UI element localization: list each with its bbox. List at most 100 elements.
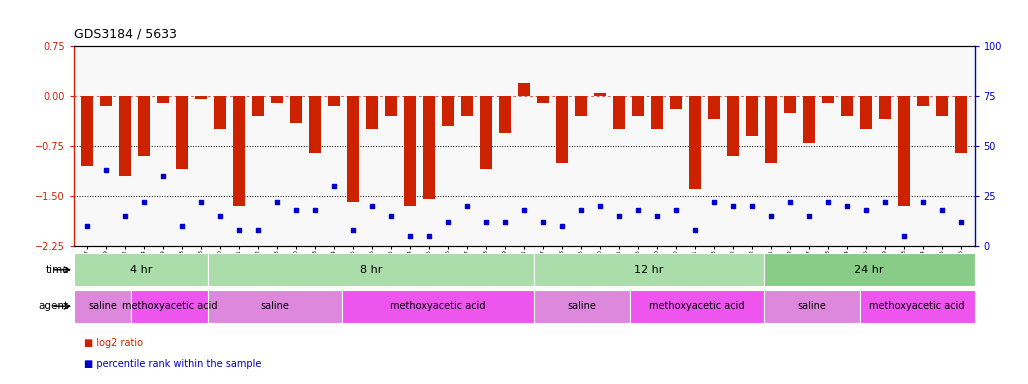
Point — [174, 223, 190, 229]
Bar — [424, 96, 436, 199]
Bar — [74, 253, 208, 286]
Bar — [937, 96, 949, 116]
Point — [592, 203, 609, 209]
Bar — [290, 96, 302, 122]
Point — [250, 227, 266, 233]
Bar — [556, 96, 568, 162]
Bar — [157, 96, 170, 103]
Point — [744, 203, 761, 209]
Text: 4 hr: 4 hr — [130, 265, 152, 275]
Bar — [534, 253, 764, 286]
Bar — [651, 96, 663, 129]
Point — [326, 183, 342, 189]
Bar — [233, 96, 246, 206]
Text: saline: saline — [798, 301, 827, 311]
Bar — [670, 96, 683, 109]
Point — [934, 207, 951, 213]
Point — [649, 213, 665, 219]
Bar — [594, 93, 607, 96]
Bar — [81, 96, 94, 166]
Bar — [630, 290, 764, 323]
Point — [402, 233, 418, 239]
Text: agent: agent — [39, 301, 69, 311]
Bar — [632, 96, 645, 116]
Bar — [342, 290, 534, 323]
Point — [269, 199, 286, 205]
Bar — [252, 96, 264, 116]
Bar — [119, 96, 132, 176]
Point — [535, 219, 551, 225]
Point — [136, 199, 152, 205]
Bar — [917, 96, 929, 106]
Bar — [879, 96, 891, 119]
Bar — [462, 96, 474, 116]
Bar — [500, 96, 512, 132]
Bar — [822, 96, 835, 103]
Bar — [898, 96, 911, 206]
Bar — [132, 290, 208, 323]
Point — [460, 203, 476, 209]
Point — [440, 219, 456, 225]
Bar — [859, 290, 975, 323]
Text: methoxyacetic acid: methoxyacetic acid — [122, 301, 218, 311]
Bar — [537, 96, 549, 103]
Point — [706, 199, 723, 205]
Text: methoxyacetic acid: methoxyacetic acid — [649, 301, 744, 311]
Point — [763, 213, 779, 219]
Bar — [214, 96, 226, 129]
Point — [79, 223, 96, 229]
Text: 24 hr: 24 hr — [854, 265, 884, 275]
Bar — [575, 96, 587, 116]
Bar — [366, 96, 378, 129]
Point — [801, 213, 817, 219]
Bar — [613, 96, 625, 129]
Bar — [764, 253, 975, 286]
Point — [345, 227, 362, 233]
Point — [820, 199, 837, 205]
Bar — [841, 96, 853, 116]
Point — [421, 233, 438, 239]
Point — [98, 167, 114, 173]
Point — [478, 219, 494, 225]
Text: methoxyacetic acid: methoxyacetic acid — [870, 301, 965, 311]
Bar — [803, 96, 815, 142]
Text: saline: saline — [567, 301, 596, 311]
Bar — [138, 96, 150, 156]
Bar — [100, 96, 112, 106]
Point — [915, 199, 931, 205]
Text: saline: saline — [261, 301, 290, 311]
Bar — [784, 96, 797, 113]
Bar — [746, 96, 759, 136]
Bar — [74, 290, 132, 323]
Point — [155, 173, 172, 179]
Bar — [208, 290, 342, 323]
Bar — [860, 96, 873, 129]
Point — [953, 219, 969, 225]
Text: 8 hr: 8 hr — [360, 265, 382, 275]
Bar — [689, 96, 701, 189]
Bar — [309, 96, 322, 152]
Bar — [386, 96, 398, 116]
Point — [288, 207, 304, 213]
Bar — [480, 96, 492, 169]
Text: ■ percentile rank within the sample: ■ percentile rank within the sample — [84, 359, 262, 369]
Point — [307, 207, 324, 213]
Point — [516, 207, 533, 213]
Point — [877, 199, 893, 205]
Bar — [955, 96, 967, 152]
Point — [896, 233, 913, 239]
Bar — [534, 290, 630, 323]
Point — [858, 207, 875, 213]
Text: saline: saline — [88, 301, 117, 311]
Bar — [328, 96, 340, 106]
Text: GDS3184 / 5633: GDS3184 / 5633 — [74, 27, 177, 40]
Bar — [727, 96, 739, 156]
Point — [193, 199, 210, 205]
Point — [668, 207, 685, 213]
Text: methoxyacetic acid: methoxyacetic acid — [391, 301, 486, 311]
Point — [231, 227, 248, 233]
Point — [383, 213, 400, 219]
Point — [212, 213, 228, 219]
Bar — [347, 96, 360, 202]
Bar — [208, 253, 534, 286]
